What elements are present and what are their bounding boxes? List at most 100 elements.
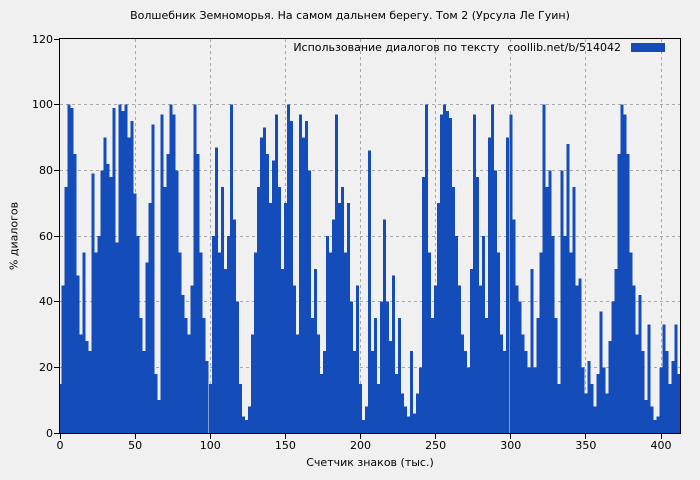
bar [355,285,359,433]
y-axis-tick [54,169,59,171]
bar [560,170,564,433]
bar [626,153,630,433]
bar [428,252,432,433]
y-tick-label: 0 [46,426,53,440]
bar [470,268,474,433]
bar [349,301,353,433]
bar [154,373,158,433]
bar [449,117,453,433]
bars-layer [60,104,680,433]
bar [437,203,441,433]
bar [226,236,230,433]
bar [196,153,200,433]
bar [413,413,417,433]
bar [172,114,176,433]
y-axis-tick [54,38,59,40]
y-axis-tick [54,104,59,106]
y-tick-label: 120 [32,32,53,46]
bar [593,406,597,433]
bar [650,406,654,433]
bar [121,111,125,433]
bar [542,104,546,433]
bar [319,373,323,433]
bar [605,393,609,433]
bar [362,419,365,433]
x-axis-tick [209,434,211,439]
bar [578,278,582,433]
bar [446,111,450,433]
bar [665,350,669,433]
legend-swatch-icon [631,43,665,52]
bar [175,170,179,433]
bar [662,324,666,433]
bar [157,400,161,433]
y-tick-label: 100 [32,98,53,112]
bar [106,163,110,433]
bar [452,186,456,433]
bar [524,350,528,433]
bar [623,114,627,433]
bar [283,203,287,433]
bar [139,318,143,433]
bar [316,334,320,433]
bar [533,367,537,433]
bar [461,334,465,433]
bar [365,406,369,433]
x-tick-label: 300 [500,439,522,452]
y-axis-tick [54,366,59,368]
bar [247,406,251,433]
bar [488,137,492,433]
bar [641,350,645,433]
bar [262,127,266,433]
bar [500,334,504,433]
bar [410,350,414,433]
bar [572,186,576,433]
bar [536,318,540,433]
y-tick-label: 40 [39,295,53,309]
bar [223,268,227,433]
bar [181,295,185,433]
bar [431,318,435,433]
bar [340,186,344,433]
bar [265,153,269,433]
bar [178,252,182,433]
bar [250,334,254,433]
bar [85,341,89,433]
x-axis-tick [284,434,286,439]
bar [67,104,71,433]
bar [205,360,209,433]
bar [416,393,420,433]
bar [304,121,308,433]
x-tick-label: 50 [128,439,143,452]
bar [190,285,194,433]
legend-label: Использование диалогов по тексту [293,41,500,54]
x-axis-tick [510,434,512,439]
bar [590,383,594,433]
bar [440,114,444,433]
bar [253,252,257,433]
bar [518,301,522,433]
bar [61,285,65,433]
x-axis-tick [435,434,437,439]
bar [563,236,567,433]
bar [635,334,639,433]
bar [322,350,326,433]
x-axis-tick [360,434,361,439]
bar [91,173,95,433]
bar [130,121,134,433]
bar [328,252,332,433]
bar [608,341,612,433]
y-axis-tick [54,432,59,434]
bar [602,367,606,433]
bar [392,275,396,433]
bar [629,252,633,433]
bar [286,104,290,433]
bar [160,114,164,433]
bar [566,144,570,433]
bar [229,104,233,433]
bar [545,186,549,433]
bar [617,153,621,433]
bar [587,360,591,433]
y-tick-label: 20 [39,360,53,374]
